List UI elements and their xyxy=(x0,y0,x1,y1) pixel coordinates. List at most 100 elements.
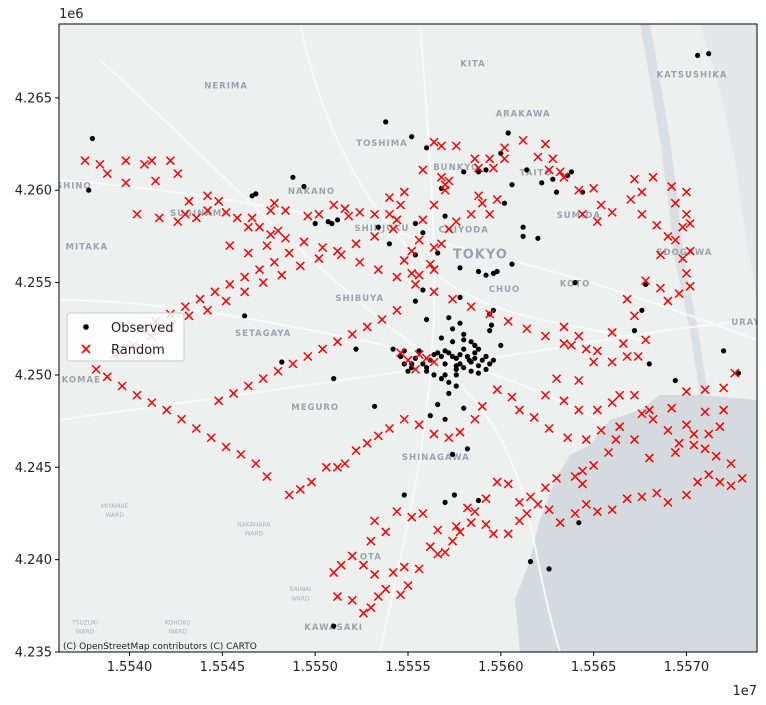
point-random xyxy=(243,248,253,258)
point-random xyxy=(225,279,235,289)
point-observed xyxy=(438,335,444,341)
point-random xyxy=(414,564,424,574)
point-random xyxy=(332,337,342,347)
point-random xyxy=(719,405,729,415)
point-random xyxy=(644,405,654,415)
point-observed xyxy=(290,174,296,180)
point-random xyxy=(132,390,142,400)
point-observed xyxy=(475,169,482,175)
point-observed xyxy=(461,331,467,337)
point-observed xyxy=(546,566,552,572)
point-random xyxy=(295,261,305,271)
point-random xyxy=(351,446,361,456)
point-observed xyxy=(472,355,478,361)
point-random xyxy=(577,209,588,219)
point-random xyxy=(355,257,365,267)
point-random xyxy=(373,431,383,441)
point-random xyxy=(366,536,376,546)
point-random xyxy=(566,340,576,350)
point-random xyxy=(678,222,688,232)
point-observed xyxy=(472,350,478,356)
point-random xyxy=(607,505,617,515)
point-random xyxy=(121,156,131,166)
point-observed xyxy=(398,353,404,360)
point-random xyxy=(533,152,543,162)
map-place-label: SAIWAI xyxy=(290,586,312,593)
point-observed xyxy=(450,326,456,332)
point-random xyxy=(633,351,643,362)
point-random xyxy=(663,497,673,507)
point-random xyxy=(444,224,454,234)
point-random xyxy=(429,200,439,210)
point-random xyxy=(529,412,539,422)
map-place-label: ARAKAWA xyxy=(496,109,551,119)
point-random xyxy=(655,283,665,293)
x-tick-label: 1.5540 xyxy=(107,660,153,675)
point-observed xyxy=(279,359,285,365)
point-random xyxy=(670,447,680,458)
point-observed xyxy=(446,379,452,385)
point-observed xyxy=(435,250,441,256)
point-random xyxy=(492,477,502,487)
point-random xyxy=(429,287,439,297)
point-random xyxy=(485,309,495,319)
point-random xyxy=(418,508,428,519)
point-random xyxy=(436,141,446,151)
point-random xyxy=(685,218,695,229)
map-place-label: KOHOKU xyxy=(165,619,191,626)
map-place-label: TOSHIMA xyxy=(356,139,407,149)
point-random xyxy=(139,159,149,169)
x-tick-label: 1.5565 xyxy=(571,660,617,675)
point-random xyxy=(466,209,476,219)
point-random xyxy=(366,603,376,613)
point-observed xyxy=(490,357,496,363)
map-place-label: NAKAHARA xyxy=(237,521,271,528)
point-random xyxy=(596,200,606,210)
point-random xyxy=(704,470,714,480)
point-observed xyxy=(390,346,396,352)
point-random xyxy=(206,433,216,443)
map-place-label: BUNKYO xyxy=(433,163,479,173)
point-observed xyxy=(553,189,560,195)
point-random xyxy=(277,270,287,280)
point-observed xyxy=(446,350,452,356)
point-observed xyxy=(424,365,430,371)
point-random xyxy=(448,294,458,304)
point-random xyxy=(589,460,599,470)
point-observed xyxy=(520,233,526,239)
point-random xyxy=(336,250,346,260)
point-random xyxy=(503,529,513,539)
point-random xyxy=(544,505,554,515)
point-random xyxy=(392,272,402,282)
point-random xyxy=(429,242,439,253)
point-observed xyxy=(646,361,652,367)
point-observed xyxy=(438,353,444,360)
point-random xyxy=(544,423,554,434)
point-observed xyxy=(416,348,422,354)
point-random xyxy=(425,542,435,552)
map-place-label: KATSUSHIKA xyxy=(657,71,728,81)
point-observed xyxy=(639,307,645,313)
point-random xyxy=(622,351,632,362)
point-random xyxy=(555,518,565,528)
point-random xyxy=(670,198,680,208)
point-random xyxy=(689,429,699,439)
point-random xyxy=(518,135,528,145)
map-place-label: SETAGAYA xyxy=(235,329,291,339)
map-place-label: URAY xyxy=(731,318,760,328)
point-random xyxy=(540,390,550,400)
point-observed xyxy=(461,365,467,371)
point-observed xyxy=(735,370,742,376)
point-random xyxy=(329,568,339,578)
point-random xyxy=(318,242,328,253)
map-place-label: SUGINAMI xyxy=(170,209,226,219)
basemap: KITA NERIMA ARAKAWA KATSUSHIKA TOSHIMA BUNKYO… xyxy=(59,24,760,652)
point-random xyxy=(344,211,354,221)
point-random xyxy=(254,265,265,275)
point-observed xyxy=(446,315,452,321)
point-observed xyxy=(453,355,459,361)
point-random xyxy=(592,346,602,356)
point-random xyxy=(548,154,558,164)
point-random xyxy=(726,481,736,491)
point-observed xyxy=(498,342,504,348)
